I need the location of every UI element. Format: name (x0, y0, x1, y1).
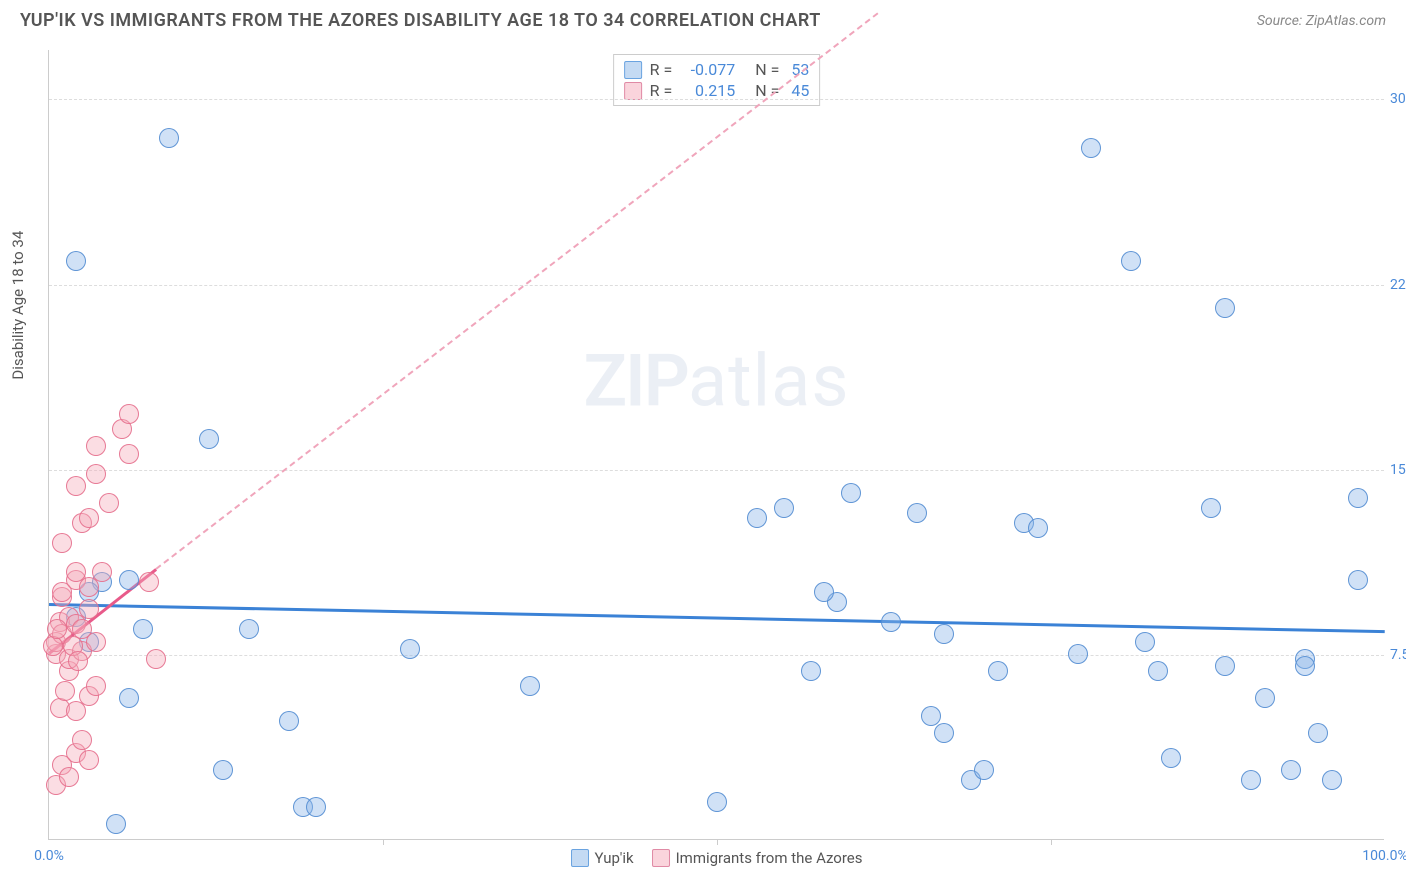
swatch-pink (624, 82, 642, 100)
data-point (306, 797, 326, 817)
legend-row-yupik: R = -0.077 N = 53 (624, 59, 810, 80)
data-point (79, 508, 99, 528)
data-point (86, 632, 106, 652)
data-point (119, 570, 139, 590)
data-point (1322, 770, 1342, 790)
data-point (1348, 570, 1368, 590)
data-point (279, 711, 299, 731)
swatch-blue (624, 61, 642, 79)
data-point (66, 251, 86, 271)
swatch-blue (571, 849, 589, 867)
legend-series: Yup'ik Immigrants from the Azores (571, 849, 863, 867)
data-point (1215, 298, 1235, 318)
data-point (974, 760, 994, 780)
data-point (119, 404, 139, 424)
regression-line (155, 13, 878, 570)
gridline-h (49, 470, 1384, 471)
data-point (86, 676, 106, 696)
source-credit: Source: ZipAtlas.com (1257, 13, 1386, 29)
data-point (59, 767, 79, 787)
data-point (1081, 138, 1101, 158)
data-point (1028, 518, 1048, 538)
y-tick-label: 30.0% (1390, 91, 1406, 107)
data-point (400, 639, 420, 659)
gridline-h (49, 285, 1384, 286)
data-point (1161, 748, 1181, 768)
x-tick-mark (717, 839, 718, 845)
data-point (1068, 644, 1088, 664)
data-point (66, 476, 86, 496)
x-tick-mark (1051, 839, 1052, 845)
gridline-h (49, 655, 1384, 656)
data-point (92, 562, 112, 582)
data-point (1121, 251, 1141, 271)
data-point (55, 681, 75, 701)
data-point (841, 483, 861, 503)
y-axis-label: Disability Age 18 to 34 (9, 231, 27, 380)
data-point (159, 128, 179, 148)
data-point (907, 503, 927, 523)
gridline-h (49, 99, 1384, 100)
data-point (921, 706, 941, 726)
x-tick-mark (383, 839, 384, 845)
data-point (199, 429, 219, 449)
data-point (119, 444, 139, 464)
data-point (86, 436, 106, 456)
data-point (139, 572, 159, 592)
data-point (1295, 656, 1315, 676)
data-point (881, 612, 901, 632)
data-point (1201, 498, 1221, 518)
legend-item-yupik: Yup'ik (571, 849, 634, 867)
data-point (520, 676, 540, 696)
x-tick-label: 0.0% (34, 848, 64, 864)
swatch-pink (652, 849, 670, 867)
data-point (43, 636, 63, 656)
data-point (72, 730, 92, 750)
legend-row-azores: R = 0.215 N = 45 (624, 80, 810, 101)
data-point (68, 651, 88, 671)
data-point (707, 792, 727, 812)
data-point (99, 493, 119, 513)
data-point (1281, 760, 1301, 780)
plot-area: ZIPatlas R = -0.077 N = 53 R = 0.215 N =… (48, 50, 1384, 840)
data-point (1308, 723, 1328, 743)
data-point (133, 619, 153, 639)
data-point (1148, 661, 1168, 681)
data-point (79, 750, 99, 770)
legend-item-azores: Immigrants from the Azores (652, 849, 863, 867)
data-point (988, 661, 1008, 681)
data-point (1135, 632, 1155, 652)
data-point (239, 619, 259, 639)
x-tick-label: 100.0% (1362, 848, 1406, 864)
data-point (79, 599, 99, 619)
data-point (86, 464, 106, 484)
data-point (774, 498, 794, 518)
data-point (213, 760, 233, 780)
data-point (52, 533, 72, 553)
data-point (814, 582, 834, 602)
data-point (934, 624, 954, 644)
scatter-chart: ZIPatlas R = -0.077 N = 53 R = 0.215 N =… (48, 50, 1384, 840)
data-point (146, 649, 166, 669)
data-point (1255, 688, 1275, 708)
watermark: ZIPatlas (583, 339, 849, 424)
page-title: YUP'IK VS IMMIGRANTS FROM THE AZORES DIS… (20, 10, 821, 31)
data-point (1348, 488, 1368, 508)
data-point (1241, 770, 1261, 790)
y-tick-label: 7.5% (1390, 647, 1406, 663)
y-tick-label: 22.5% (1390, 277, 1406, 293)
data-point (106, 814, 126, 834)
data-point (801, 661, 821, 681)
data-point (47, 619, 67, 639)
data-point (119, 688, 139, 708)
y-tick-label: 15.0% (1390, 462, 1406, 478)
data-point (1215, 656, 1235, 676)
data-point (934, 723, 954, 743)
data-point (747, 508, 767, 528)
